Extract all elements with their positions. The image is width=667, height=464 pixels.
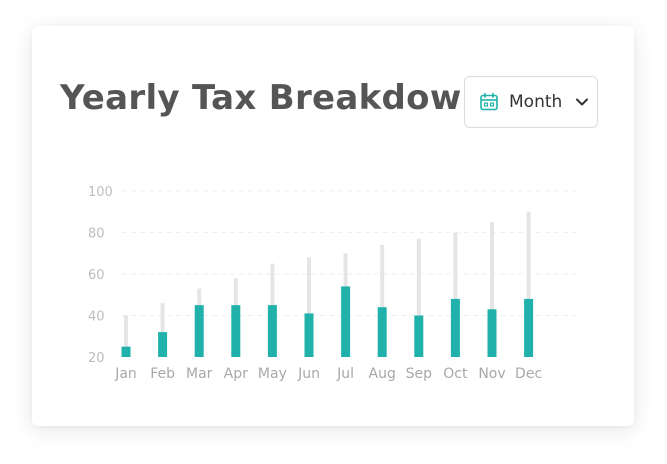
bar-total[interactable]	[526, 211, 531, 357]
x-tick-label: Mar	[186, 366, 213, 382]
bar-total[interactable]	[307, 257, 311, 357]
bar-tax[interactable]	[231, 305, 241, 357]
bar-tax[interactable]	[341, 286, 351, 357]
x-tick-label: May	[258, 366, 287, 382]
period-dropdown-value: Month	[509, 92, 563, 112]
tax-breakdown-card: Yearly Tax Breakdown Month 20 40 60 80 100 Ja…	[32, 26, 634, 426]
bar-tax[interactable]	[377, 307, 387, 357]
bar-tax[interactable]	[158, 332, 168, 357]
calendar-icon	[480, 92, 498, 111]
bar-tax[interactable]	[524, 298, 534, 357]
bar-tax[interactable]	[194, 305, 204, 357]
bar-tax[interactable]	[414, 315, 424, 358]
tax-bar-chart: 20 40 60 80 100 Jan Feb Mar Apr May Jun Jul Aug Sep Oc…	[88, 185, 577, 382]
x-tick-label: Dec	[515, 366, 542, 382]
bar-tax[interactable]	[450, 298, 460, 357]
bar-tax[interactable]	[487, 309, 497, 357]
x-tick-label: Nov	[478, 366, 505, 382]
y-tick-label: 40	[88, 310, 105, 325]
x-tick-label: Aug	[369, 366, 396, 382]
period-dropdown[interactable]: Month	[464, 76, 598, 128]
bar-total[interactable]	[453, 232, 458, 358]
bar-tax[interactable]	[304, 313, 314, 357]
y-tick-label: 80	[88, 227, 105, 242]
bar-total[interactable]	[160, 303, 165, 357]
y-tick-label: 20	[88, 351, 105, 366]
page-title: Yearly Tax Breakdown	[60, 78, 487, 118]
x-tick-label: Sep	[406, 366, 433, 382]
x-tick-label: Apr	[224, 366, 248, 382]
bar-total[interactable]	[380, 244, 385, 357]
bar-total[interactable]	[490, 222, 494, 357]
x-tick-label: Jan	[114, 366, 137, 382]
bar-total[interactable]	[124, 315, 128, 358]
x-tick-label: Oct	[443, 366, 468, 382]
bar-tax[interactable]	[267, 305, 277, 357]
bar-tax[interactable]	[121, 346, 131, 357]
x-tick-label: Feb	[150, 366, 175, 382]
y-tick-label: 60	[88, 268, 105, 283]
chevron-down-icon	[576, 98, 589, 106]
x-tick-label: Jun	[297, 366, 320, 382]
y-tick-label: 100	[88, 185, 113, 200]
bar-total[interactable]	[416, 238, 421, 357]
x-tick-label: Jul	[336, 366, 354, 382]
